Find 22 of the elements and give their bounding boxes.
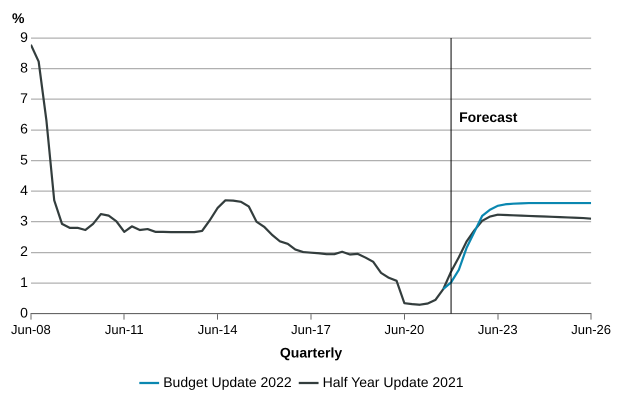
y-tick-label: 2 (20, 243, 28, 260)
ref-line-label: Forecast (459, 108, 518, 125)
x-tick-label: Jun-26 (571, 322, 611, 337)
y-tick-label: 6 (20, 120, 28, 137)
y-tick-label: 9 (20, 28, 28, 45)
legend-label: Budget Update 2022 (163, 374, 292, 390)
y-tick-label: 3 (20, 212, 28, 229)
y-tick-label: 1 (20, 274, 28, 290)
y-axis-title: % (12, 10, 25, 26)
y-tick-label: 7 (20, 90, 28, 106)
x-tick-label: Jun-17 (291, 322, 331, 337)
y-tick-label: 5 (20, 151, 28, 168)
x-tick-label: Jun-08 (11, 322, 51, 337)
y-tick-label: 0 (20, 304, 28, 320)
y-tick-label: 8 (20, 59, 28, 76)
x-tick-label: Jun-23 (478, 322, 518, 337)
x-tick-label: Jun-14 (198, 322, 238, 337)
x-axis-title: Quarterly (280, 344, 342, 360)
x-tick-label: Jun-20 (384, 322, 424, 337)
x-tick-label: Jun-11 (104, 322, 144, 337)
y-tick-label: 4 (20, 182, 28, 198)
legend-label: Half Year Update 2021 (322, 374, 464, 390)
